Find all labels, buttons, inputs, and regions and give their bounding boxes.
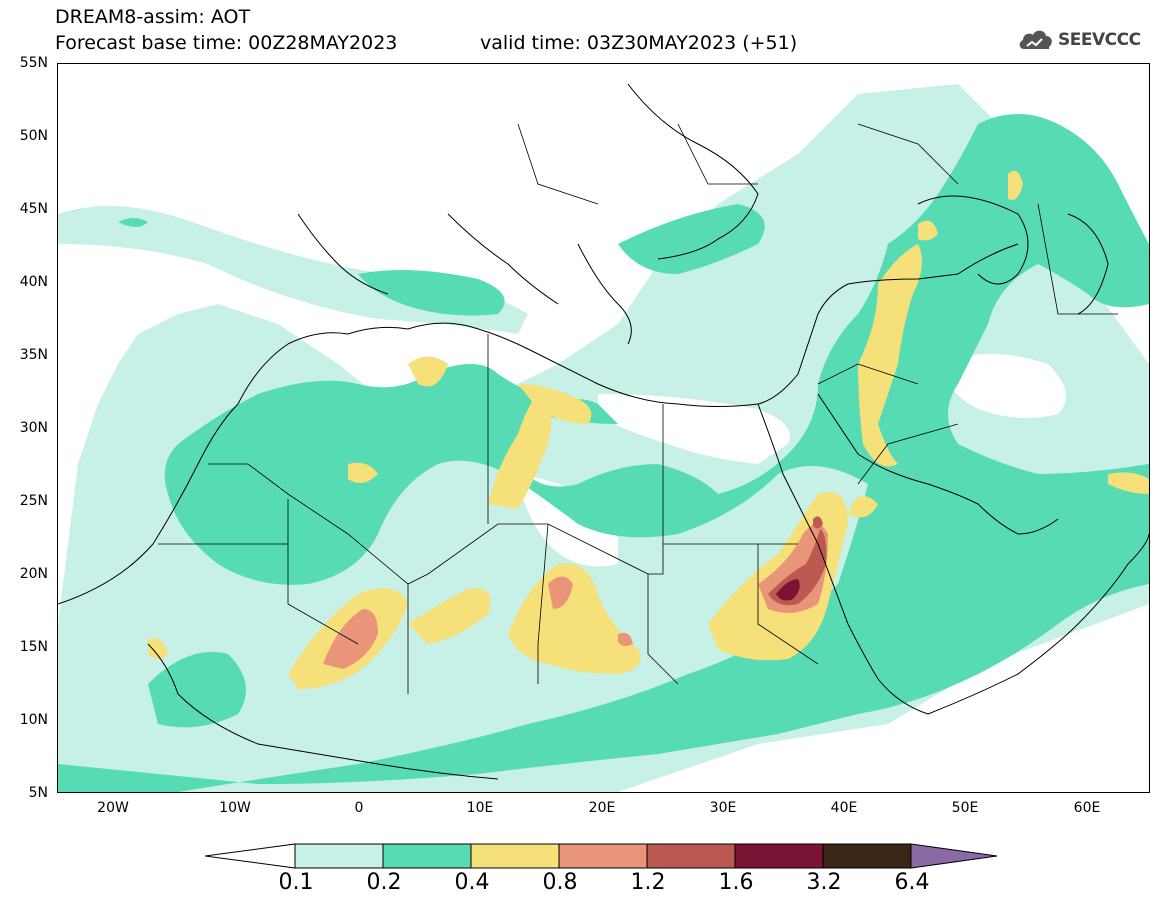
country-borders — [158, 123, 1118, 694]
aot-map — [58, 83, 1149, 792]
base-time: Forecast base time: 00Z28MAY2023 — [55, 32, 398, 54]
lat-label: 50N — [19, 128, 48, 144]
colorbar-label: 0.4 — [454, 870, 490, 895]
colorbar-swatch — [558, 843, 648, 869]
logo-text: SEEVCCC — [1058, 30, 1141, 50]
aot-holes — [518, 354, 1066, 567]
lon-label: 40E — [830, 800, 858, 816]
colorbar-label: 3.2 — [806, 870, 842, 895]
seevccc-logo: SEEVCCC — [1018, 26, 1141, 54]
lat-label: 20N — [19, 566, 48, 582]
colorbar-swatch — [382, 843, 472, 869]
lon-label: 60E — [1073, 800, 1101, 816]
map-panel — [57, 63, 1150, 793]
lon-label: 50E — [951, 800, 979, 816]
aot-band-1-2 — [768, 516, 827, 606]
colorbar-label: 0.1 — [278, 870, 314, 895]
lon-label: 10E — [466, 800, 494, 816]
lat-label: 10N — [19, 712, 48, 728]
colorbar-swatch — [734, 843, 824, 869]
colorbar-label: 1.2 — [630, 870, 666, 895]
colorbar-swatch — [822, 843, 912, 869]
lat-label: 45N — [19, 201, 48, 217]
colorbar-label: 0.8 — [542, 870, 578, 895]
valid-time: valid time: 03Z30MAY2023 (+51) — [480, 32, 798, 54]
coastlines — [58, 83, 1149, 780]
colorbar-over-triangle — [910, 843, 998, 869]
lon-label: 20W — [97, 800, 129, 816]
lon-label: 0 — [354, 800, 364, 816]
colorbar-label: 1.6 — [718, 870, 754, 895]
aot-band-0-4 — [148, 170, 1149, 689]
aot-band-0-2 — [58, 114, 1149, 792]
colorbar-under-triangle — [205, 843, 296, 869]
lon-label: 10W — [219, 800, 251, 816]
lat-label: 25N — [19, 493, 48, 509]
colorbar-label: 6.4 — [894, 870, 930, 895]
lon-label: 30E — [709, 800, 737, 816]
lat-label: 15N — [19, 639, 48, 655]
aot-band-1-6 — [776, 579, 800, 601]
lat-label: 55N — [19, 55, 48, 71]
colorbar-swatch — [294, 843, 384, 869]
colorbar-swatch — [470, 843, 560, 869]
chart-title: DREAM8-assim: AOT — [55, 6, 251, 28]
lon-label: 20E — [588, 800, 616, 816]
lat-label: 30N — [19, 420, 48, 436]
lat-label: 5N — [28, 785, 48, 801]
cloud-icon — [1019, 30, 1052, 49]
lat-label: 40N — [19, 274, 48, 290]
colorbar — [205, 843, 998, 869]
colorbar-label: 0.2 — [366, 870, 402, 895]
chart-subtitle: Forecast base time: 00Z28MAY2023 valid ti… — [55, 32, 797, 54]
colorbar-swatch — [646, 843, 736, 869]
lat-label: 35N — [19, 347, 48, 363]
